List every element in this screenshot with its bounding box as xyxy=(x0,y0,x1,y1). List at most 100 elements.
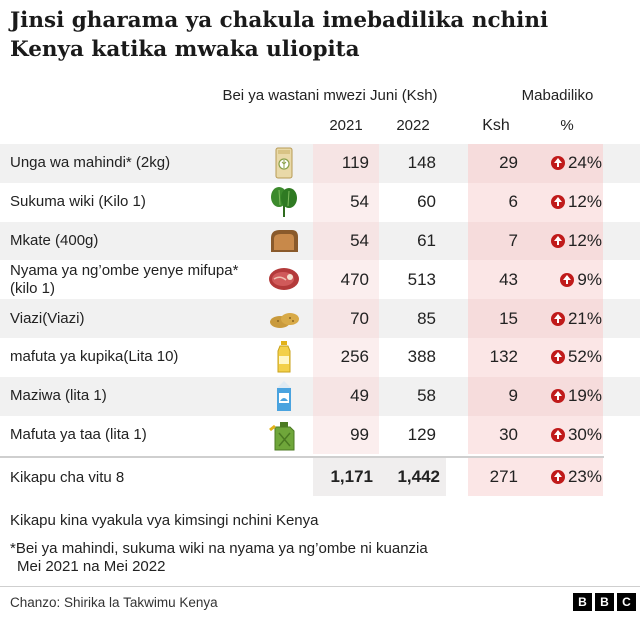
bbc-logo-letter: B xyxy=(595,593,614,611)
percent-value: 12% xyxy=(567,230,602,250)
footnote: *Bei ya mahindi, sukuma wiki na nyama ya… xyxy=(10,540,530,576)
total-2022: 1,442 xyxy=(397,467,440,486)
up-arrow-icon xyxy=(550,195,565,210)
bbc-logo-letter: C xyxy=(617,593,636,611)
price-2021: 54 xyxy=(350,192,369,212)
table-row: Nyama ya ng’ombe yenye mifupa* (kilo 1) 4… xyxy=(0,260,640,300)
change-percent: 19% xyxy=(528,377,602,416)
percent-value: 19% xyxy=(567,386,602,406)
header-change: Mabadiliko xyxy=(521,87,594,104)
percent-value: 12% xyxy=(567,192,602,212)
change-percent: 30% xyxy=(528,416,602,455)
up-arrow-icon xyxy=(550,427,565,442)
price-table: Unga wa mahindi* (2kg) 119 148 29 24% Sukuma … xyxy=(0,144,640,455)
up-arrow-icon xyxy=(550,311,565,326)
price-2022: 85 xyxy=(417,308,436,328)
change-percent: 9% xyxy=(528,260,602,299)
change-ksh: 29 xyxy=(499,153,518,173)
item-name: Mafuta ya taa (lita 1) xyxy=(10,425,147,443)
total-change-percent: 23% xyxy=(528,458,602,496)
price-2021: 256 xyxy=(340,347,369,367)
price-2021: 470 xyxy=(340,269,369,289)
jerrycan-icon xyxy=(266,418,302,452)
header-ksh: Ksh xyxy=(482,117,510,134)
percent-value: 9% xyxy=(577,269,602,289)
footnote-line-1: *Bei ya mahindi, sukuma wiki na nyama ya… xyxy=(10,540,428,557)
item-name: Mkate (400g) xyxy=(10,231,99,249)
up-arrow-icon xyxy=(550,156,565,171)
price-2022: 148 xyxy=(407,153,436,173)
table-row: mafuta ya kupika(Lita 10) 256 388 132 52% xyxy=(0,337,640,377)
basket-note: Kikapu kina vyakula vya kimsingi nchini … xyxy=(10,512,319,529)
up-arrow-icon xyxy=(550,470,565,484)
up-arrow-icon xyxy=(560,272,575,287)
change-ksh: 132 xyxy=(489,347,518,367)
item-name: Unga wa mahindi* (2kg) xyxy=(10,154,171,172)
header-2022: 2022 xyxy=(396,117,430,134)
price-2022: 60 xyxy=(417,192,436,212)
up-arrow-icon xyxy=(550,350,565,365)
price-2022: 61 xyxy=(417,230,436,250)
total-change-ksh: 271 xyxy=(489,467,518,486)
change-ksh: 6 xyxy=(508,192,518,212)
change-percent: 21% xyxy=(528,299,602,338)
title-line-1: Jinsi gharama ya chakula imebadilika nch… xyxy=(10,8,549,33)
footer-divider xyxy=(0,586,640,587)
change-percent: 12% xyxy=(528,183,602,222)
potatoes-icon xyxy=(266,301,302,335)
flour-bag-icon xyxy=(266,146,302,180)
total-2021: 1,171 xyxy=(330,467,373,486)
header-2021: 2021 xyxy=(329,117,363,134)
price-2021: 49 xyxy=(350,386,369,406)
table-row: Mafuta ya taa (lita 1) 99 129 30 30% xyxy=(0,415,640,455)
change-ksh: 15 xyxy=(499,308,518,328)
up-arrow-icon xyxy=(550,233,565,248)
item-name: Maziwa (lita 1) xyxy=(10,387,107,405)
header-percent: % xyxy=(560,117,574,134)
change-ksh: 9 xyxy=(508,386,518,406)
percent-value: 21% xyxy=(567,308,602,328)
bbc-logo: B B C xyxy=(573,593,636,611)
change-percent: 52% xyxy=(528,338,602,377)
milk-carton-icon xyxy=(266,379,302,413)
total-percent-value: 23% xyxy=(567,467,602,486)
oil-bottle-icon xyxy=(266,340,302,374)
price-2021: 54 xyxy=(350,230,369,250)
footnote-line-2: Mei 2021 na Mei 2022 xyxy=(17,558,166,575)
source-text: Chanzo: Shirika la Takwimu Kenya xyxy=(10,595,218,610)
price-2021: 119 xyxy=(341,153,369,173)
price-2022: 388 xyxy=(407,347,436,367)
item-name: mafuta ya kupika(Lita 10) xyxy=(10,348,179,366)
bread-icon xyxy=(266,224,302,258)
up-arrow-icon xyxy=(550,389,565,404)
change-ksh: 30 xyxy=(499,424,518,444)
header-average-price: Bei ya wastani mwezi Juni (Ksh) xyxy=(222,87,438,104)
table-row: Viazi(Viazi) 70 85 15 21% xyxy=(0,299,640,338)
change-percent: 24% xyxy=(528,144,602,183)
total-row: Kikapu cha vitu 8 1,171 1,442 271 23% xyxy=(0,458,640,496)
change-ksh: 7 xyxy=(508,230,518,250)
item-name: Viazi(Viazi) xyxy=(10,309,85,327)
table-row: Maziwa (lita 1) 49 58 9 19% xyxy=(0,376,640,416)
kale-icon xyxy=(266,185,302,219)
title-line-2: Kenya katika mwaka uliopita xyxy=(10,37,360,62)
percent-value: 30% xyxy=(567,424,602,444)
price-2022: 129 xyxy=(407,424,436,444)
price-2022: 58 xyxy=(417,386,436,406)
total-name: Kikapu cha vitu 8 xyxy=(10,468,125,486)
table-row: Sukuma wiki (Kilo 1) 54 60 6 12% xyxy=(0,182,640,222)
total-separator xyxy=(0,456,604,458)
table-row: Mkate (400g) 54 61 7 12% xyxy=(0,221,640,261)
table-row: Unga wa mahindi* (2kg) 119 148 29 24% xyxy=(0,144,640,183)
item-name: Nyama ya ng’ombe yenye mifupa* (kilo 1) xyxy=(10,261,239,297)
change-percent: 12% xyxy=(528,222,602,261)
change-ksh: 43 xyxy=(499,269,518,289)
meat-icon xyxy=(266,262,302,296)
percent-value: 52% xyxy=(567,347,602,367)
item-name: Sukuma wiki (Kilo 1) xyxy=(10,193,146,211)
price-2022: 513 xyxy=(407,269,436,289)
price-2021: 99 xyxy=(350,424,369,444)
percent-value: 24% xyxy=(567,153,602,173)
chart-title: Jinsi gharama ya chakula imebadilika nch… xyxy=(10,6,630,64)
price-2021: 70 xyxy=(350,308,369,328)
